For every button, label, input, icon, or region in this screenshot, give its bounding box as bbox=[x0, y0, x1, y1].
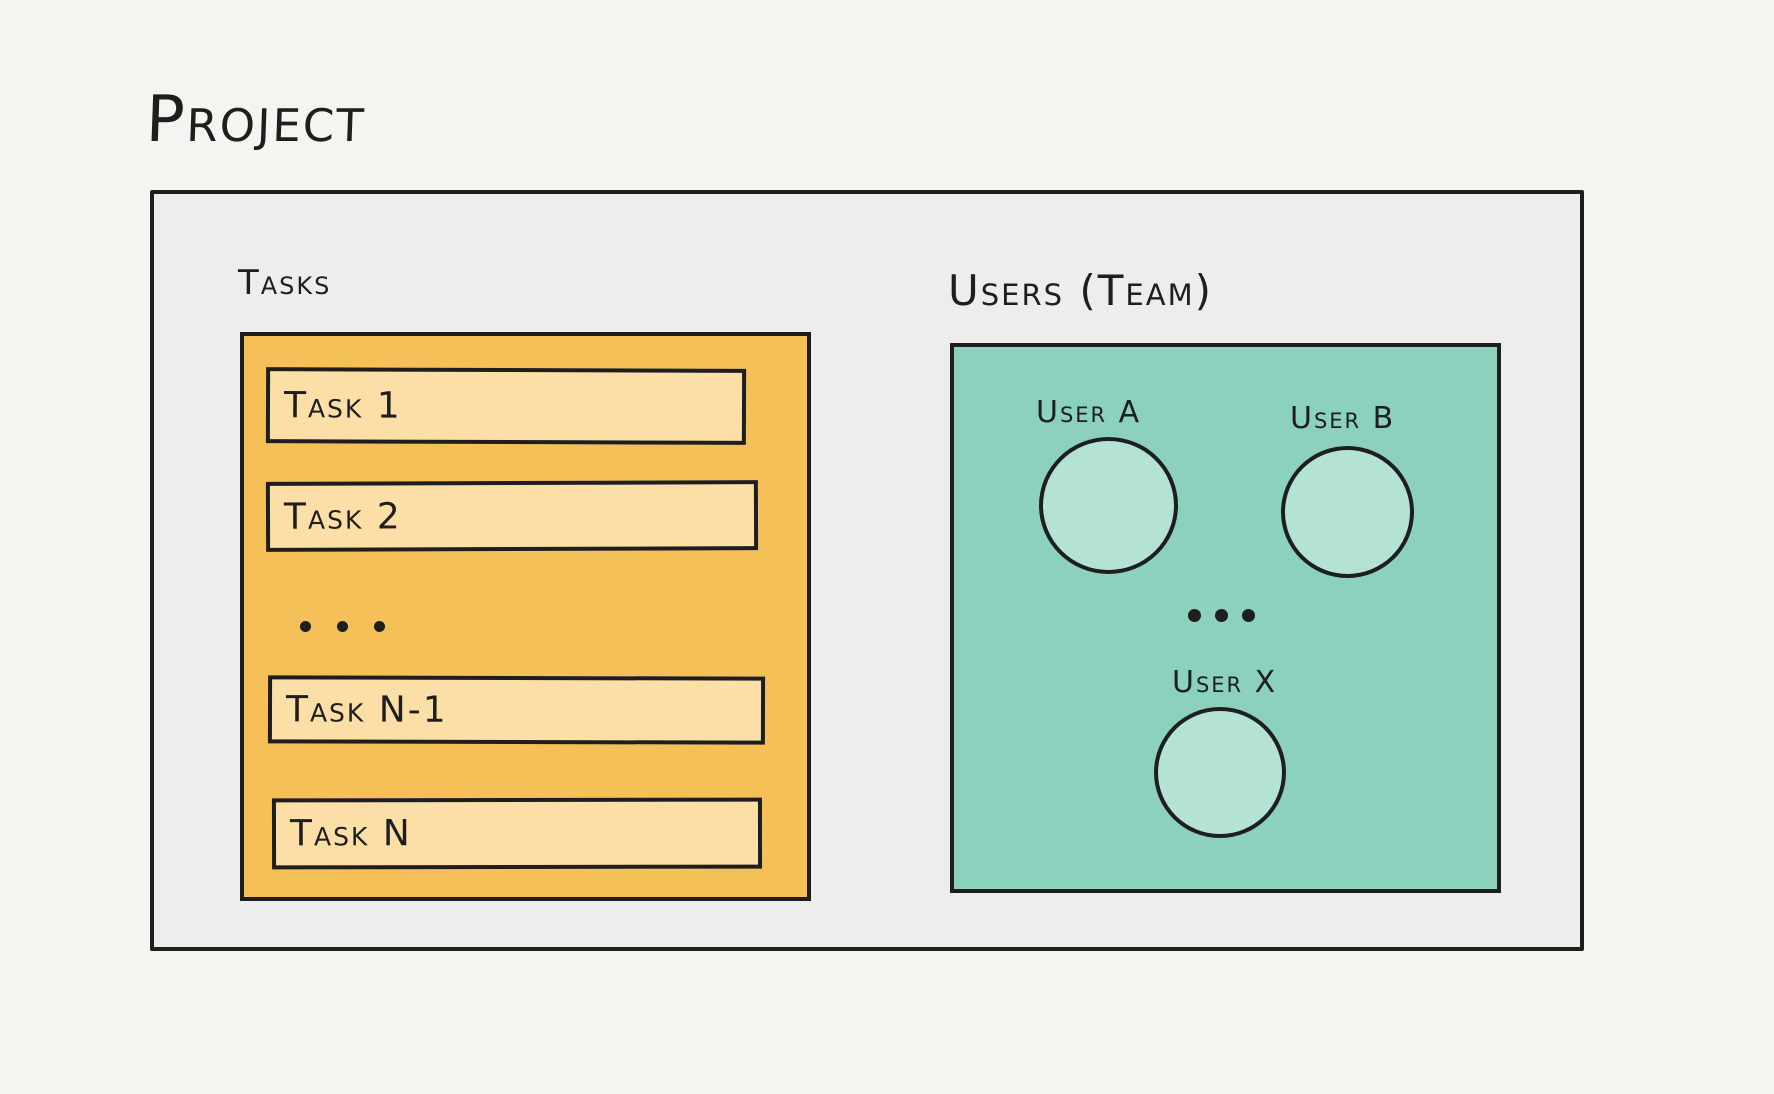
task-label: Task N bbox=[289, 813, 412, 855]
ellipsis-dot bbox=[1215, 609, 1228, 622]
task-item: Task N bbox=[271, 797, 763, 870]
task-item: Task N-1 bbox=[267, 675, 766, 745]
user-b-avatar bbox=[1281, 446, 1414, 578]
task-label: Task 1 bbox=[283, 384, 402, 427]
ellipsis-dot bbox=[1242, 609, 1255, 622]
ellipsis-dot bbox=[374, 621, 385, 632]
tasks-heading: Tasks bbox=[238, 263, 332, 303]
users-heading: Users (Team) bbox=[948, 266, 1213, 315]
user-x-label: User X bbox=[1172, 665, 1278, 700]
task-label: Task N-1 bbox=[285, 688, 448, 731]
tasks-ellipsis bbox=[300, 621, 385, 632]
ellipsis-dot bbox=[300, 621, 311, 632]
user-x-avatar bbox=[1154, 707, 1286, 838]
user-a-label: User A bbox=[1036, 395, 1142, 430]
project-title: Project bbox=[144, 83, 368, 157]
task-item: Task 2 bbox=[265, 480, 759, 552]
users-ellipsis bbox=[1188, 609, 1255, 622]
task-item: Task 1 bbox=[265, 367, 747, 445]
task-label: Task 2 bbox=[283, 495, 402, 538]
user-b-label: User B bbox=[1290, 401, 1396, 436]
user-a-avatar bbox=[1039, 437, 1178, 574]
ellipsis-dot bbox=[1188, 609, 1201, 622]
ellipsis-dot bbox=[337, 621, 348, 632]
